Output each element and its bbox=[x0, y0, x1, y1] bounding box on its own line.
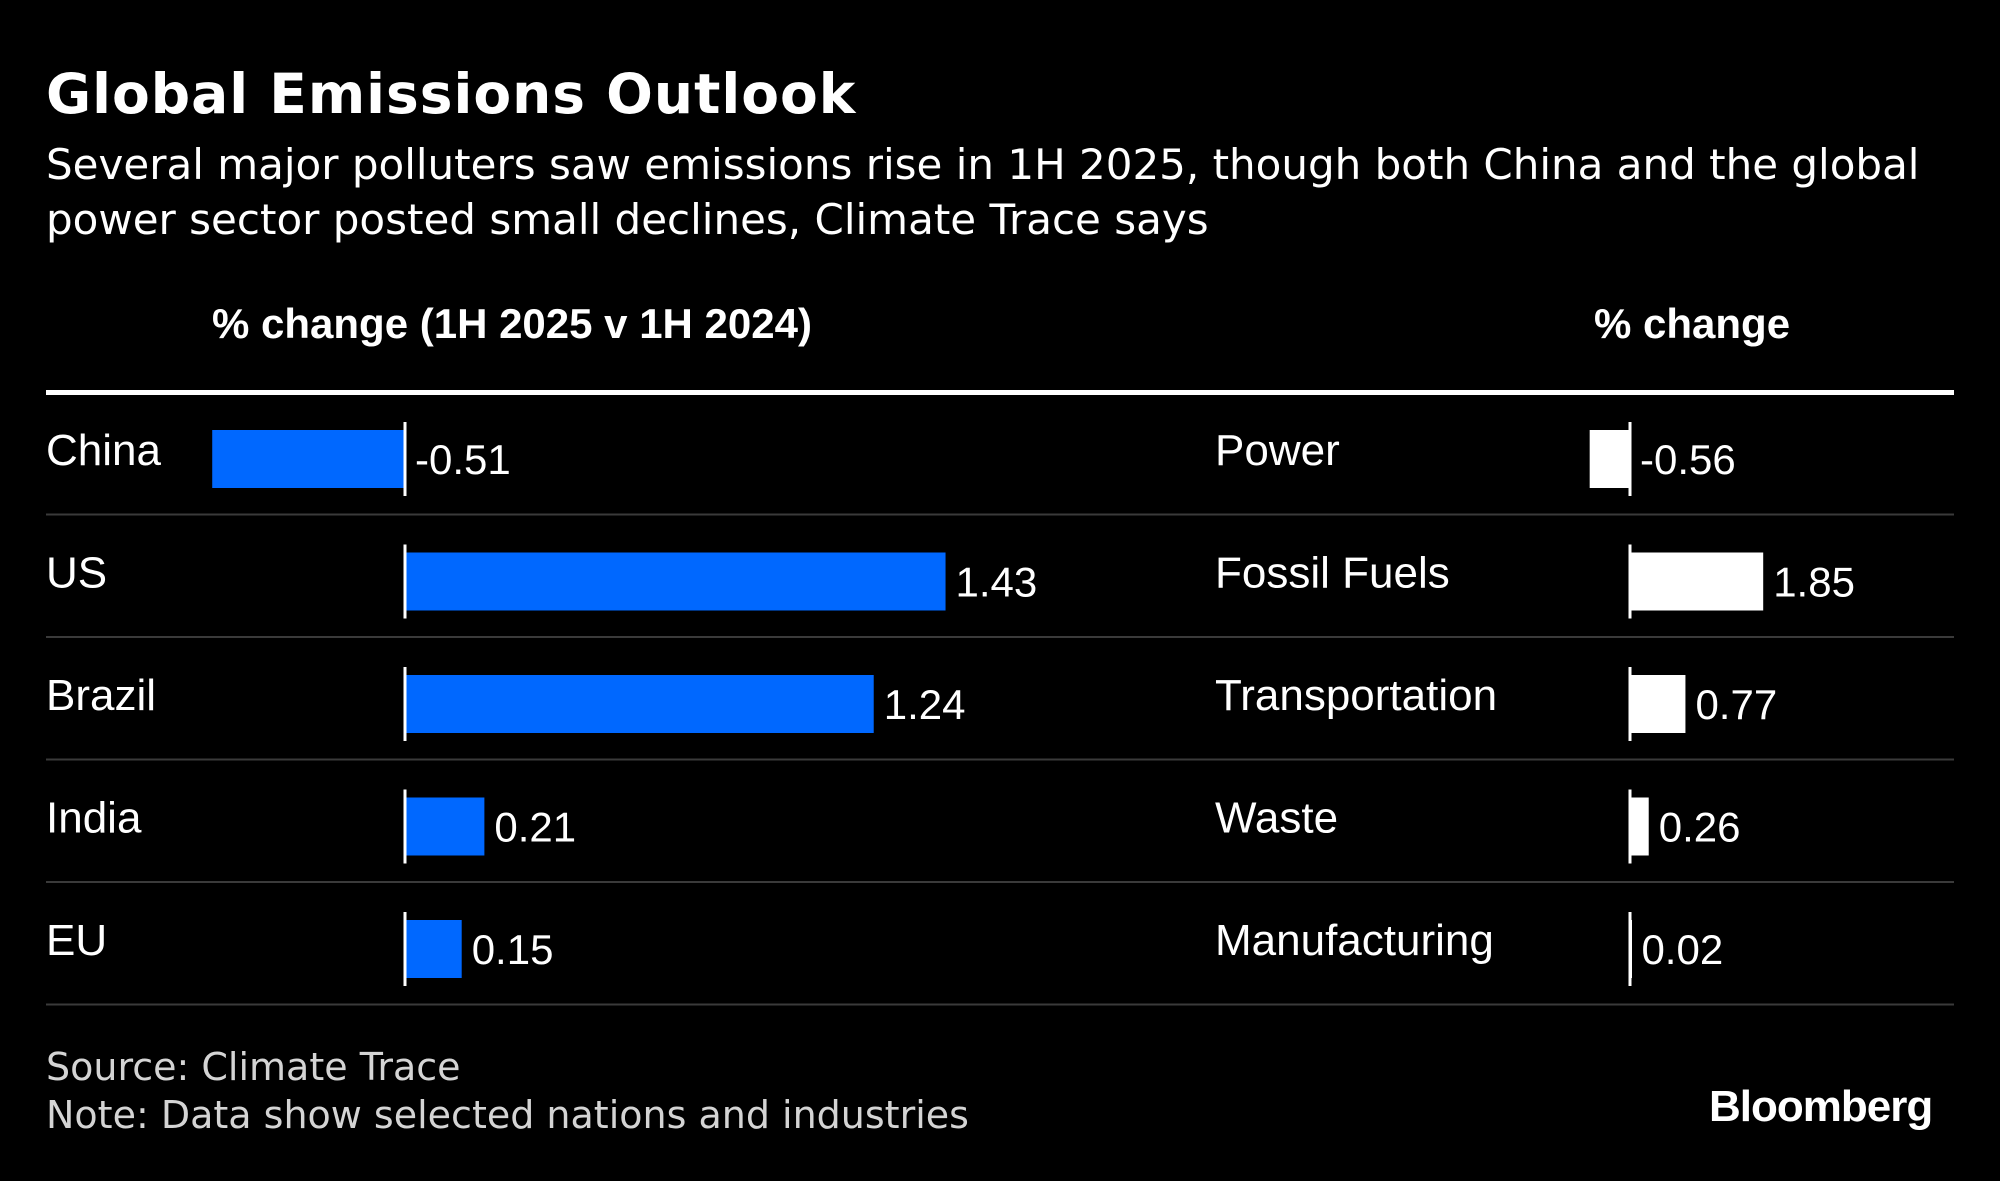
country-bar bbox=[405, 552, 946, 611]
country-value-label: 1.43 bbox=[956, 559, 1038, 606]
country-zero-axis bbox=[403, 667, 407, 741]
country-bar bbox=[405, 920, 462, 978]
country-zero-axis bbox=[403, 912, 407, 986]
country-label: US bbox=[46, 549, 107, 598]
header-rule bbox=[46, 390, 1954, 395]
sector-zero-axis bbox=[1628, 422, 1632, 496]
country-label: Brazil bbox=[46, 671, 156, 720]
sector-label: Fossil Fuels bbox=[1215, 549, 1450, 598]
sector-zero-axis bbox=[1628, 667, 1632, 741]
sector-zero-axis bbox=[1628, 544, 1632, 619]
countries-column-header: % change (1H 2025 v 1H 2024) bbox=[212, 300, 812, 347]
country-label: China bbox=[46, 426, 161, 475]
sector-label: Power bbox=[1215, 426, 1340, 475]
sector-label: Manufacturing bbox=[1215, 916, 1494, 965]
sector-label: Transportation bbox=[1215, 671, 1497, 720]
country-zero-axis bbox=[403, 544, 407, 619]
chart-title: Global Emissions Outlook bbox=[46, 62, 857, 126]
sector-value-label: 0.77 bbox=[1695, 681, 1777, 728]
country-value-label: 0.15 bbox=[472, 926, 554, 973]
country-value-label: 0.21 bbox=[494, 804, 576, 851]
sector-zero-axis bbox=[1628, 912, 1632, 986]
sector-label: Waste bbox=[1215, 794, 1338, 843]
sector-bar bbox=[1630, 797, 1649, 856]
sector-value-label: 0.02 bbox=[1641, 926, 1723, 973]
sectors-column-header: % change bbox=[1594, 300, 1791, 347]
sector-bar bbox=[1630, 675, 1686, 733]
country-bar bbox=[212, 430, 405, 488]
country-label: India bbox=[46, 794, 142, 843]
country-value-label: 1.24 bbox=[884, 681, 966, 728]
sector-bar bbox=[1630, 552, 1764, 611]
sector-value-label: 1.85 bbox=[1773, 559, 1855, 606]
sector-value-label: 0.26 bbox=[1659, 804, 1741, 851]
country-zero-axis bbox=[403, 422, 407, 496]
sector-bar bbox=[1589, 430, 1630, 488]
footnote: Note: Data show selected nations and ind… bbox=[46, 1093, 969, 1137]
country-label: EU bbox=[46, 916, 107, 965]
country-zero-axis bbox=[403, 789, 407, 864]
country-bar bbox=[405, 675, 874, 733]
country-value-label: -0.51 bbox=[415, 436, 511, 483]
bloomberg-logo: Bloomberg bbox=[1709, 1082, 1933, 1131]
country-bar bbox=[405, 797, 485, 856]
sector-zero-axis bbox=[1628, 789, 1632, 864]
chart-subtitle: Several major polluters saw emissions ri… bbox=[46, 140, 1920, 244]
sector-value-label: -0.56 bbox=[1640, 436, 1736, 483]
source-note: Source: Climate Trace bbox=[46, 1045, 461, 1089]
